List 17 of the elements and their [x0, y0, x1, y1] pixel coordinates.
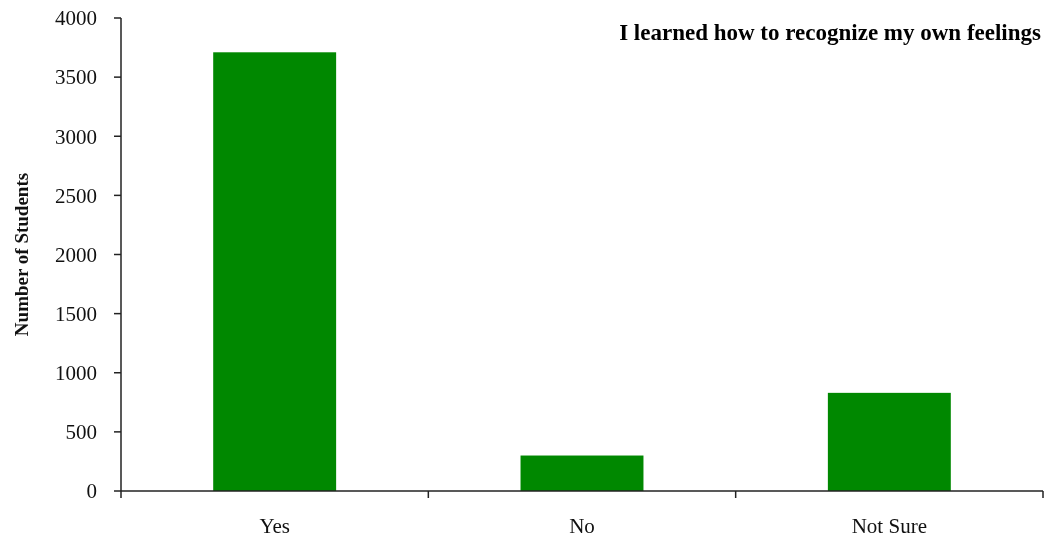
- bar: [213, 52, 337, 491]
- y-tick-label: 1500: [55, 301, 97, 326]
- x-tick-label: No: [569, 514, 595, 538]
- y-tick-label: 3000: [55, 124, 97, 149]
- y-tick-label: 500: [65, 420, 97, 445]
- y-tick-label: 2500: [55, 183, 97, 208]
- chart-title: I learned how to recognize my own feelings: [619, 20, 1042, 45]
- y-tick-label: 0: [86, 479, 97, 504]
- bar: [520, 455, 644, 491]
- y-tick-label: 4000: [55, 6, 97, 31]
- x-tick-label: Yes: [259, 514, 290, 538]
- y-tick-label: 3500: [55, 65, 97, 90]
- y-tick-label: 1000: [55, 361, 97, 386]
- bar: [827, 392, 951, 491]
- y-tick-label: 2000: [55, 242, 97, 267]
- x-tick-label: Not Sure: [851, 514, 927, 538]
- y-axis-title: Number of Students: [11, 172, 32, 337]
